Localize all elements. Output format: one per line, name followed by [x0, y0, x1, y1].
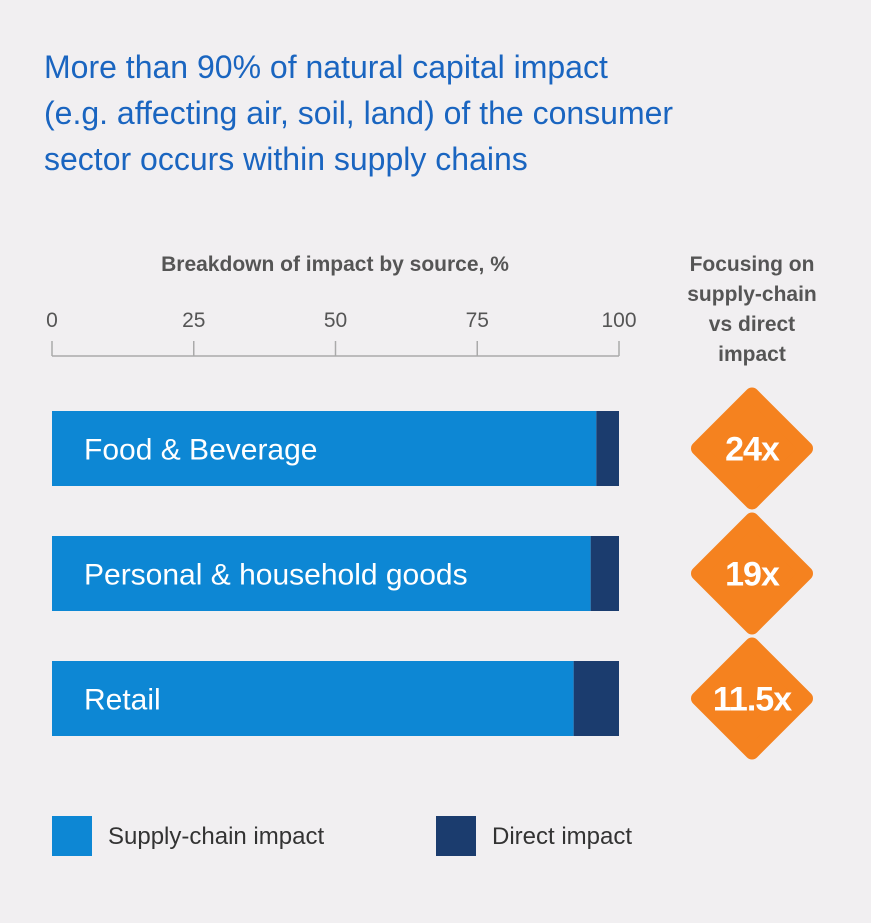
legend-label: Direct impact — [492, 823, 632, 850]
tick-label: 50 — [324, 309, 347, 332]
tick-label: 100 — [601, 309, 636, 332]
category-label: Food & Beverage — [84, 434, 317, 467]
multiplier-label: 11.5x — [713, 681, 792, 719]
title-line: sector occurs within supply chains — [44, 141, 528, 177]
tick-label: 0 — [46, 309, 58, 332]
bar-direct — [573, 661, 619, 736]
side-title-line: impact — [718, 343, 786, 366]
legend-swatch-direct — [436, 816, 476, 856]
bar-supply-chain — [52, 411, 597, 486]
multiplier-diamond — [691, 387, 813, 510]
side-title: Focusing on supply-chain vs direct impac… — [687, 253, 817, 366]
multiplier-label: 24x — [725, 431, 780, 469]
side-title-line: vs direct — [709, 313, 795, 336]
tick-label: 25 — [182, 309, 205, 332]
multiplier-diamond — [691, 637, 813, 760]
bar-direct — [596, 411, 619, 486]
tick-label: 75 — [466, 309, 489, 332]
category-label: Retail — [84, 684, 161, 717]
bar-supply-chain — [52, 536, 591, 611]
bars: Food & Beverage Personal & household good… — [52, 411, 619, 736]
side-title-line: Focusing on — [690, 253, 815, 276]
legend-label: Supply-chain impact — [108, 823, 324, 850]
legend: Supply-chain impact Direct impact — [52, 816, 632, 856]
title-line: (e.g. affecting air, soil, land) of the … — [44, 95, 674, 131]
multiplier-diamond — [691, 512, 813, 635]
side-title-line: supply-chain — [687, 283, 817, 306]
bar-direct — [590, 536, 619, 611]
category-label: Personal & household goods — [84, 559, 468, 592]
bar-supply-chain — [52, 661, 574, 736]
multiplier-label: 19x — [725, 556, 780, 594]
multiplier-badges: 24x 19x 11.5x — [691, 387, 813, 760]
chart-title: More than 90% of natural capital impact … — [44, 44, 824, 182]
legend-swatch-supply-chain — [52, 816, 92, 856]
title-line: More than 90% of natural capital impact — [44, 49, 608, 85]
x-axis: 0 25 50 75 100 — [46, 309, 637, 357]
x-axis-label: Breakdown of impact by source, % — [161, 253, 509, 276]
